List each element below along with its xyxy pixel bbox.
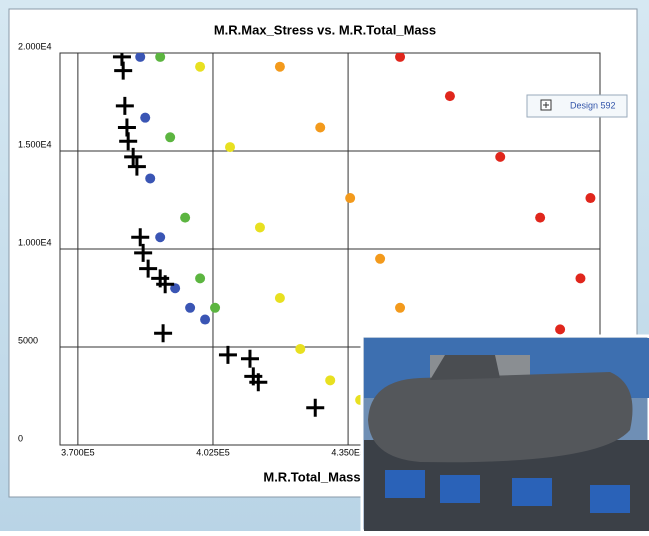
design-point (140, 113, 150, 123)
design-point (495, 152, 505, 162)
photo-block (385, 470, 425, 498)
design-point (555, 324, 565, 334)
photo-block (590, 485, 630, 513)
design-point (585, 193, 595, 203)
photo-hull (368, 372, 633, 462)
design-point (210, 303, 220, 313)
design-point (375, 254, 385, 264)
design-point (575, 273, 585, 283)
photo-block (512, 478, 552, 506)
design-point (195, 273, 205, 283)
x-tick-label: 3.700E5 (61, 447, 95, 457)
design-point (180, 213, 190, 223)
x-tick-label: 4.350E5 (331, 447, 365, 457)
design-point (275, 62, 285, 72)
design-point (185, 303, 195, 313)
chart-title: M.R.Max_Stress vs. M.R.Total_Mass (214, 22, 436, 37)
design-point (255, 222, 265, 232)
design-point (315, 122, 325, 132)
page: M.R.Max_Stress vs. M.R.Total_Mass M.R.To… (0, 0, 649, 536)
design-point (145, 173, 155, 183)
design-point (535, 213, 545, 223)
x-tick-label: 4.025E5 (196, 447, 230, 457)
tooltip-text: Design 592 (570, 100, 616, 110)
y-tick-label: 1.000E4 (18, 237, 52, 247)
design-point (395, 303, 405, 313)
design-point (295, 344, 305, 354)
design-point (325, 375, 335, 385)
x-axis-label: M.R.Total_Mass (263, 469, 360, 484)
design-point (445, 91, 455, 101)
photo-block (440, 475, 480, 503)
chart: M.R.Max_Stress vs. M.R.Total_Mass M.R.To… (0, 0, 649, 531)
design-point (135, 52, 145, 62)
design-point (225, 142, 235, 152)
design-point (155, 52, 165, 62)
y-tick-label: 0 (18, 433, 23, 443)
design-point (275, 293, 285, 303)
tooltip[interactable]: Design 592 (527, 95, 627, 117)
photo (362, 336, 649, 531)
design-point (195, 62, 205, 72)
design-point (395, 52, 405, 62)
design-point (155, 232, 165, 242)
design-point (165, 132, 175, 142)
design-point (200, 315, 210, 325)
design-point (345, 193, 355, 203)
y-tick-label: 2.000E4 (18, 41, 52, 51)
y-tick-label: 1.500E4 (18, 139, 52, 149)
y-tick-label: 5000 (18, 335, 38, 345)
